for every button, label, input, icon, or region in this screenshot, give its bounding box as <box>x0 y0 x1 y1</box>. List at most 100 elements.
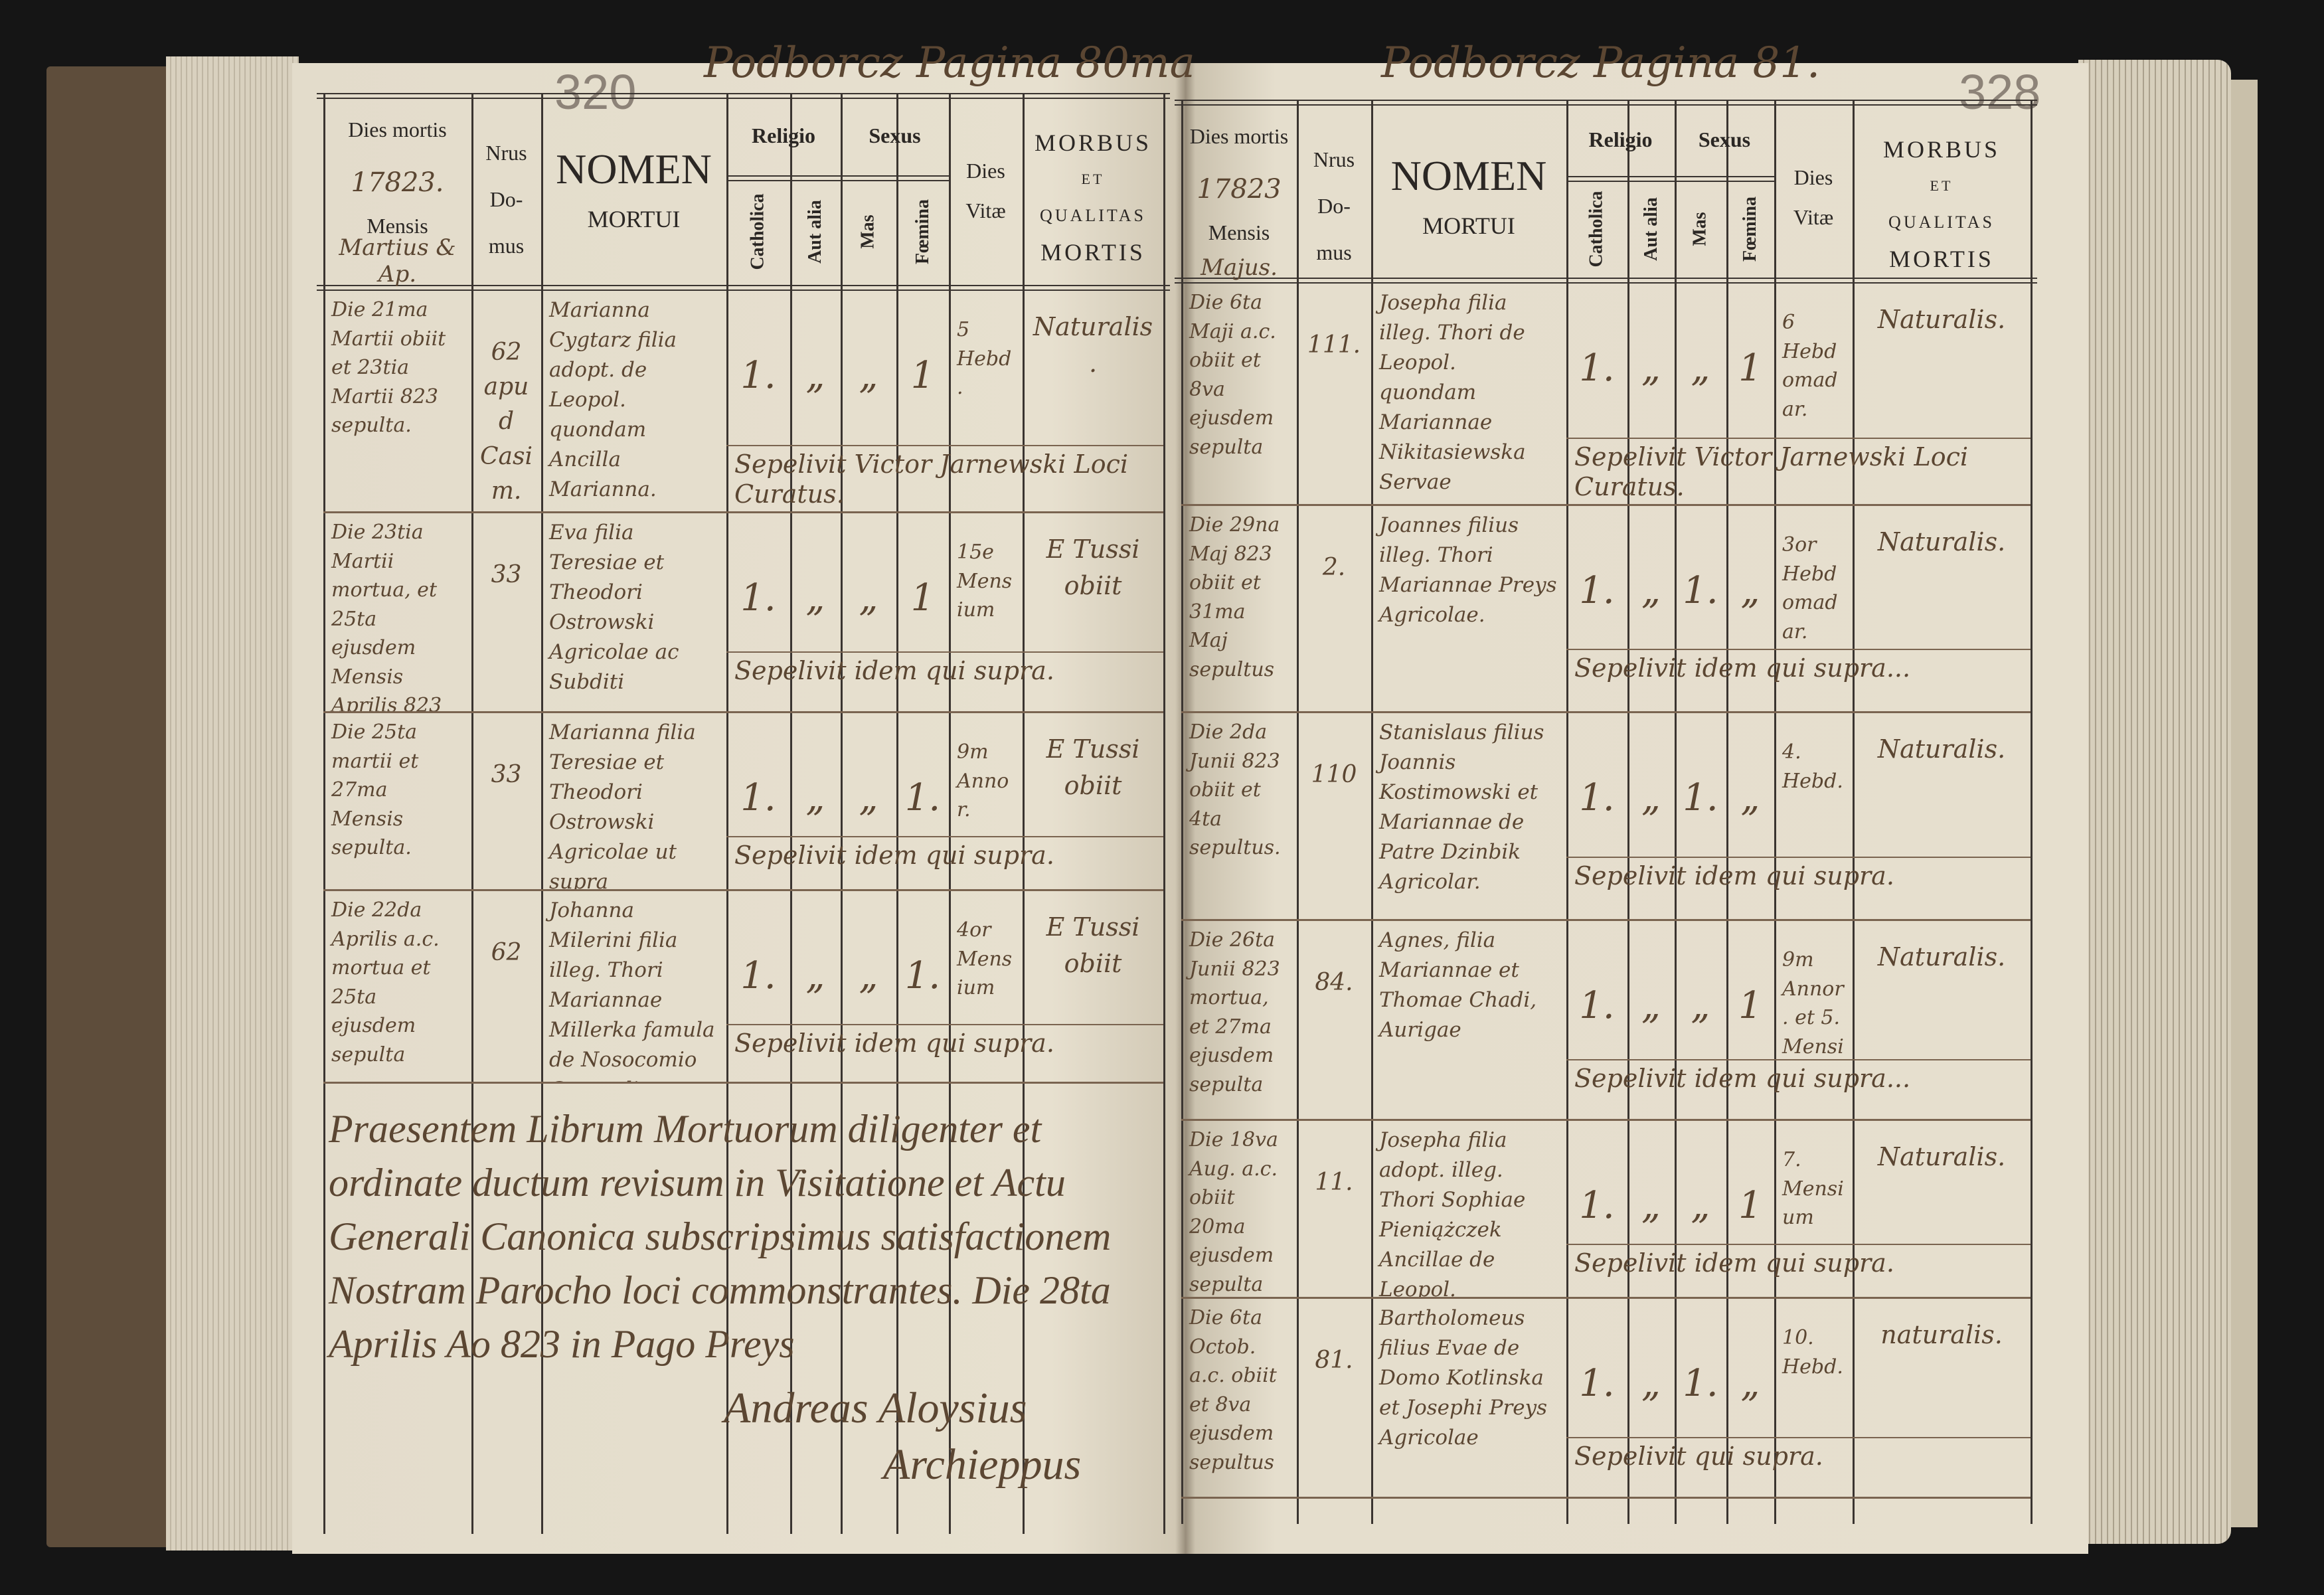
cell-burial-note: Sepelivit Victor Jarnewski Loci Curatus. <box>734 449 1129 509</box>
header-catholica-label: Catholica <box>1586 190 1608 268</box>
header-nomen: NOMEN <box>556 145 712 193</box>
cell-date: Die 23tia Martii mortua, et 25ta ejusdem… <box>331 521 442 711</box>
burial-divider <box>726 1024 1163 1025</box>
pencil-folio-right: 328 <box>1959 64 2041 120</box>
cell-date: Die 6ta Octob. a.c. obiit et 8va ejusdem… <box>1189 1306 1277 1474</box>
cell-aut-alia: „ <box>1641 1184 1661 1227</box>
row-divider <box>323 1082 1163 1084</box>
cell-name: Bartholomeus filius Evae de Domo Kotlins… <box>1379 1306 1548 1450</box>
column-rule <box>896 93 898 1534</box>
cell-cause-of-death: E Tussi obiit <box>1046 535 1140 601</box>
header-foemina: Fœmina <box>1726 183 1774 275</box>
header-nomen: NOMEN <box>1390 152 1547 199</box>
header-foemina-label: Fœmina <box>912 199 933 265</box>
cell-foemina: 1 <box>910 576 935 620</box>
header-morbus: MORTIS <box>1889 246 1994 272</box>
row-divider <box>323 711 1163 713</box>
cell-age: 3or Hebdomadar. <box>1782 533 1838 643</box>
cell-name: Marianna Cygtarz filia adopt. de Leopol.… <box>549 298 677 501</box>
cell-foemina: 1 <box>1738 347 1762 390</box>
header-nrus-domus: Do- <box>1317 193 1351 218</box>
row-divider <box>1181 919 2031 921</box>
cell-cause-of-death: Naturalis. <box>1877 1142 2006 1171</box>
cell-catholica: 1. <box>1579 984 1615 1027</box>
burial-divider <box>1566 1436 2031 1438</box>
header-mortui: MORTUI <box>1422 212 1515 239</box>
burial-divider <box>1566 649 2031 651</box>
header-dies-vitae: Vitæ <box>1793 205 1834 229</box>
cell-foemina: „ <box>1740 776 1760 819</box>
column-rule <box>541 93 543 1534</box>
cell-age: 4or Mensium <box>957 918 1013 999</box>
header-mas: Mas <box>1675 183 1726 275</box>
cell-cause-of-death: Naturalis. <box>1877 527 2006 556</box>
header-year: 17823. <box>351 167 444 198</box>
cell-mas: „ <box>1691 347 1710 390</box>
cell-aut-alia: „ <box>1641 347 1661 390</box>
header-morbus: MORBUS <box>1034 129 1152 156</box>
cell-house-number: 81. <box>1315 1347 1353 1374</box>
cell-house-number: 84. <box>1315 969 1353 996</box>
cell-aut-alia: „ <box>1641 776 1661 819</box>
cell-catholica: 1. <box>740 776 776 819</box>
header-catholica: Catholica <box>726 182 790 282</box>
header-top-rule <box>1175 100 2037 106</box>
signature-title: Archieppus <box>883 1440 1082 1489</box>
cell-name: Josepha filia adopt. illeg. Thori Sophia… <box>1379 1128 1526 1297</box>
header-aut-alia-label: Aut alia <box>805 200 825 264</box>
header-mortui: MORTUI <box>587 206 681 232</box>
burial-divider <box>1566 1058 2031 1060</box>
header-aut-alia: Aut alia <box>1627 183 1675 275</box>
column-rule <box>1726 100 1728 1524</box>
header-dies-mortis: Dies mortis <box>348 117 447 141</box>
column-rule <box>471 93 473 1534</box>
burial-divider <box>1566 437 2031 439</box>
cell-burial-note: Sepelivit idem qui supra. <box>734 655 1054 685</box>
cell-catholica: 1. <box>1579 1362 1615 1405</box>
cell-aut-alia: „ <box>1641 1362 1661 1405</box>
cell-name: Josepha filia illeg. Thori de Leopol. qu… <box>1379 291 1526 494</box>
header-nrus-domus: mus <box>1316 240 1352 264</box>
cell-cause-of-death: naturalis. <box>1880 1320 2003 1349</box>
burial-divider <box>1566 1243 2031 1245</box>
cell-mas: „ <box>859 576 878 620</box>
burial-divider <box>726 444 1163 446</box>
row-divider <box>1181 1497 2031 1499</box>
running-head-left: Podborcz Pagina 80ma <box>704 39 1195 88</box>
header-month: Martius & Ap. <box>339 234 456 288</box>
header-nrus-domus: Nrus <box>1313 147 1355 171</box>
cell-aut-alia: „ <box>805 776 825 819</box>
header-mas-label: Mas <box>1689 211 1710 246</box>
cell-catholica: 1. <box>740 576 776 620</box>
header-sexus: Sexus <box>1698 127 1751 151</box>
cell-foemina: 1. <box>1738 1184 1762 1244</box>
header-foemina-label: Fœmina <box>1740 196 1760 262</box>
header-aut-alia-label: Aut alia <box>1640 197 1661 261</box>
cell-age: 10. Hebd. <box>1782 1326 1843 1379</box>
header-nrus-domus: mus <box>488 233 525 258</box>
cell-date: Die 6ta Maji a.c. obiit et 8va ejusdem s… <box>1189 291 1276 459</box>
row-divider <box>1181 1119 2031 1121</box>
cell-burial-note: Sepelivit idem qui supra... <box>1574 653 1911 683</box>
row-divider <box>323 889 1163 891</box>
cell-mas: „ <box>859 776 878 819</box>
cell-catholica: 1. <box>1579 569 1615 612</box>
header-dies-mortis: Dies mortis <box>1189 124 1289 148</box>
header-bottom-rule <box>317 285 1170 291</box>
column-rule <box>1371 100 1373 1524</box>
column-rule <box>949 93 951 1534</box>
cell-foemina: „ <box>1740 569 1760 612</box>
header-morbus: ET <box>1081 171 1105 187</box>
header-foemina: Fœmina <box>896 182 949 282</box>
cell-date: Die 21ma Martii obiit et 23tia Martii 82… <box>331 298 446 437</box>
header-catholica-label: Catholica <box>748 193 769 270</box>
column-rule <box>1627 100 1629 1524</box>
cell-catholica: 1. <box>1579 1184 1615 1227</box>
header-dies-vitae: Vitæ <box>965 199 1006 222</box>
column-rule <box>1774 100 1776 1524</box>
cell-house-number: 33 <box>491 761 522 788</box>
cell-catholica: 1. <box>1579 347 1615 390</box>
subheader-rule <box>726 175 949 181</box>
subheader-rule <box>1566 176 1774 183</box>
cell-aut-alia: „ <box>805 954 825 997</box>
